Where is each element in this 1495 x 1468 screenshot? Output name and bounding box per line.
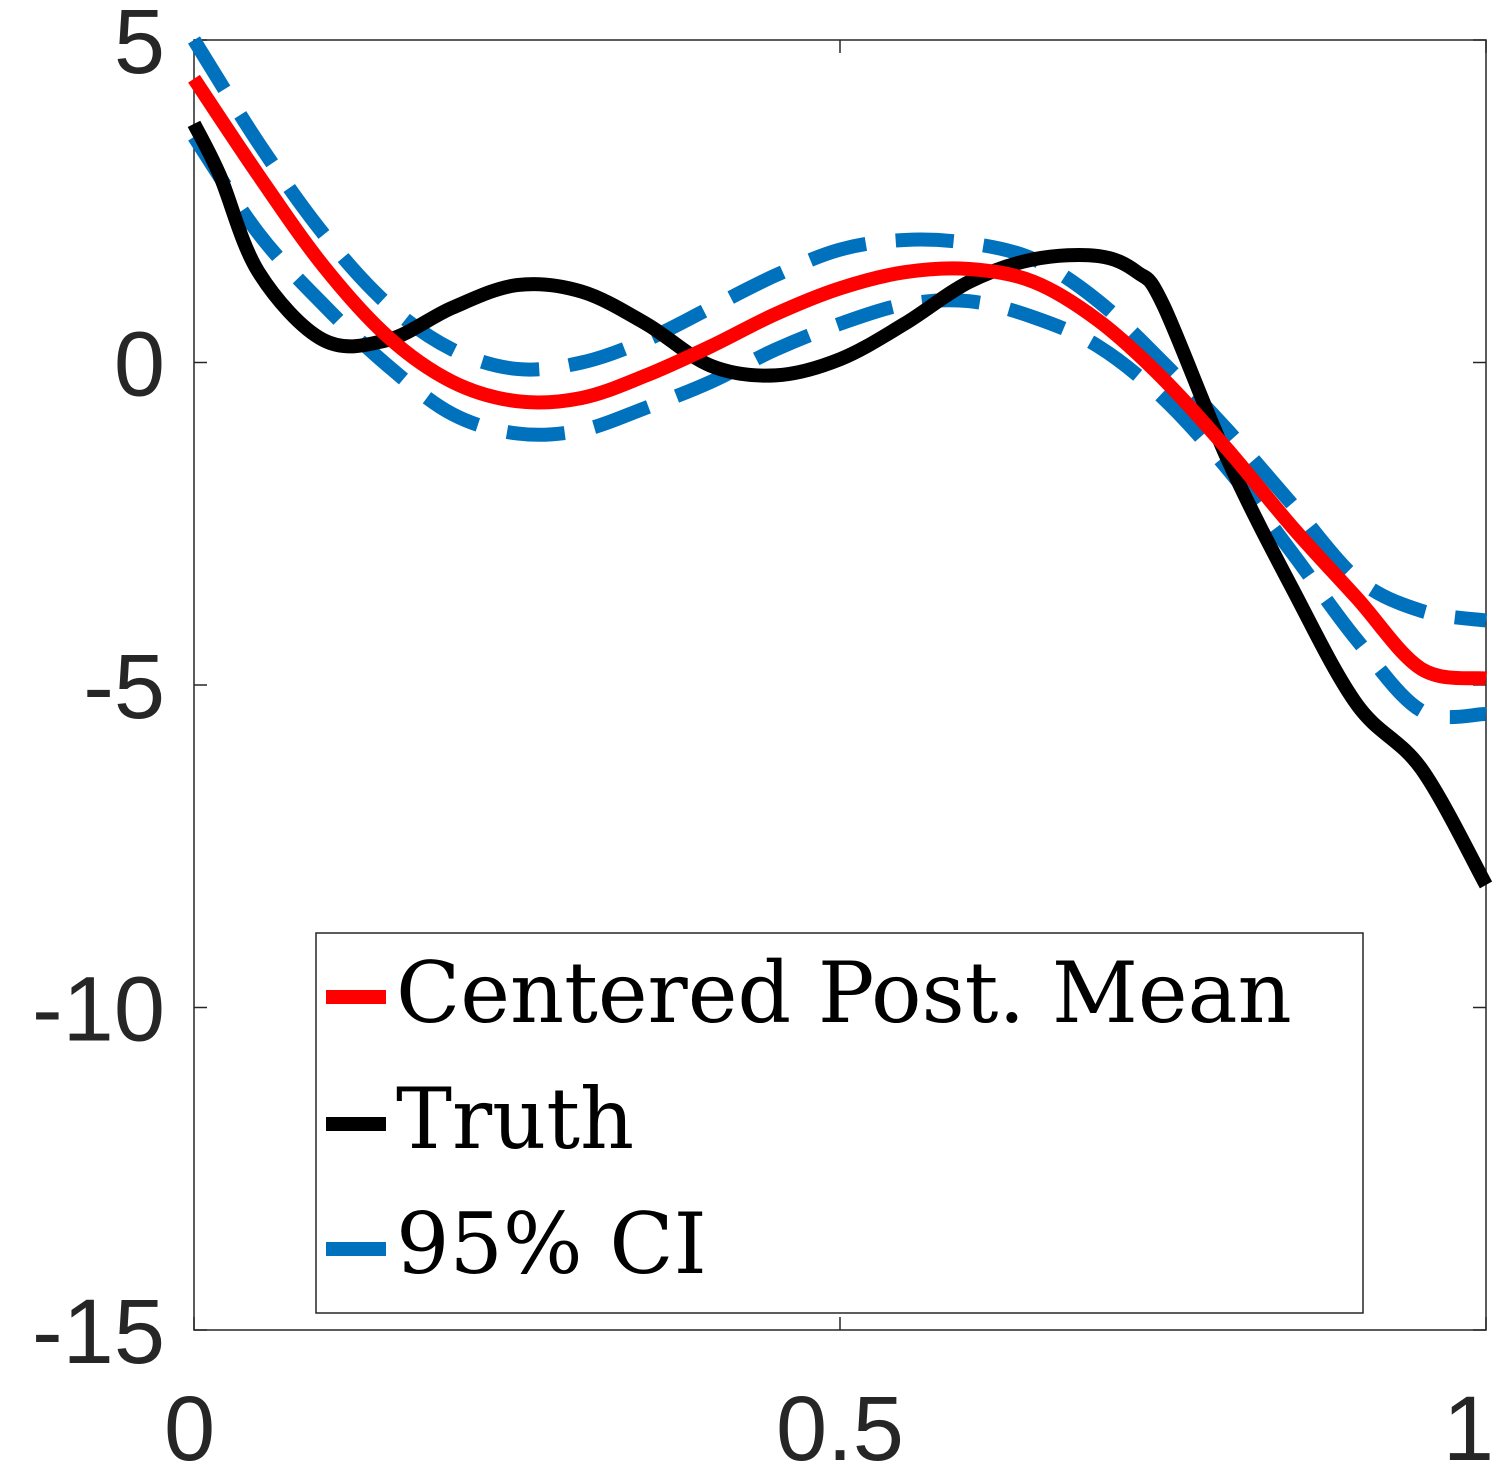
y-tick-label: -10 (32, 959, 165, 1061)
series-truth-line (187, 120, 1493, 889)
axis-tick-labels: 0 0.5 1 5 0 -5 -10 -15 (32, 0, 1494, 1468)
y-tick-label: -5 (83, 636, 165, 738)
legend-label-truth: Truth (396, 1070, 634, 1168)
x-tick-label: 0.5 (776, 1378, 904, 1468)
axis-ticks (193, 39, 1487, 1331)
x-tick-label: 1 (1443, 1378, 1494, 1468)
series-ci-lower-line (188, 132, 1487, 725)
legend: Centered Post. Mean Truth 95% CI (315, 932, 1364, 1314)
series-post-mean-line (188, 74, 1488, 686)
x-tick-label: 0 (164, 1378, 215, 1468)
y-tick-label: -15 (32, 1281, 165, 1383)
legend-box (315, 932, 1364, 1314)
series-layer (187, 36, 1493, 889)
legend-label-ci: 95% CI (396, 1195, 707, 1293)
y-tick-label: 0 (114, 314, 165, 416)
legend-label-post-mean: Centered Post. Mean (396, 944, 1292, 1042)
y-tick-label: 5 (114, 0, 165, 93)
series-ci-upper-line (188, 36, 1488, 628)
